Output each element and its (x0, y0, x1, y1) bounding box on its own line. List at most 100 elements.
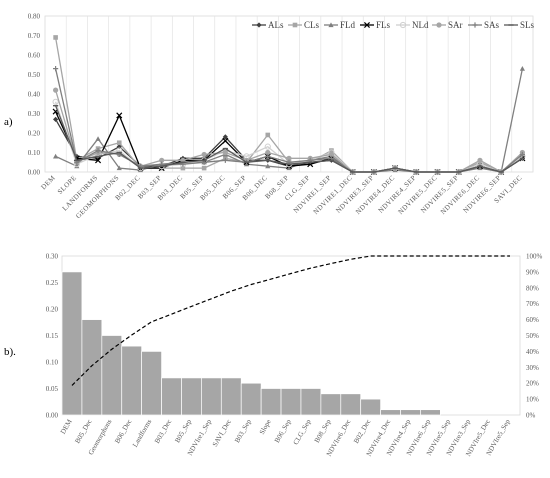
chart-a-data-point (265, 153, 271, 159)
chart-a-data-point (329, 148, 334, 153)
chart-a-data-point (52, 98, 59, 105)
chart-b-y-tick-label: 0.05 (46, 385, 59, 393)
chart-a-legend-label: CLs (304, 20, 320, 30)
chart-b-x-tick-label: SAVI_Dec (211, 418, 233, 448)
chart-a-y-tick-label: 0.20 (28, 130, 41, 138)
chart-a-data-point (159, 157, 165, 163)
chart-a-data-point (116, 140, 122, 146)
chart-b-y2-tick-label: 100% (526, 253, 543, 261)
chart-a-legend-label: ALs (268, 20, 284, 30)
chart-b-bar (340, 393, 362, 416)
chart-b-y-tick-label: 0.00 (46, 412, 59, 420)
chart-a-data-point (477, 157, 483, 163)
chart-b-x-tick-label: DEM (59, 417, 74, 435)
chart-a-data-point (222, 157, 228, 163)
panel-label-a: a) (4, 116, 13, 128)
chart-a-legend-label: SAs (484, 20, 500, 30)
chart-a-data-point (222, 134, 228, 140)
chart-b-bar (161, 377, 182, 416)
chart-b-y2-tick-label: 40% (526, 348, 539, 356)
chart-a-y-tick-label: 0.40 (28, 91, 41, 99)
chart-a-data-point (95, 136, 101, 141)
chart-a-data-point (201, 165, 207, 171)
chart-a-data-point (201, 151, 207, 158)
chart-b-bar (420, 409, 441, 416)
chart-a-legend-marker (256, 22, 262, 28)
chart-a-data-point (53, 66, 59, 72)
chart-a-data-point (328, 151, 335, 158)
chart-b-x-tick-label: CLG_Sep (292, 418, 313, 447)
chart-b-y2-tick-label: 0% (526, 412, 536, 420)
chart-a-data-point (116, 165, 122, 171)
chart-a-data-point (53, 35, 58, 40)
chart-a-data-point (95, 157, 102, 164)
chart-b-bar (400, 409, 421, 416)
chart-b-bar (360, 398, 381, 416)
chart-a-y-tick-label: 0.70 (28, 32, 41, 40)
chart-a-data-point (222, 137, 229, 144)
chart-a-data-point (286, 165, 292, 171)
chart-a-series-cls (53, 35, 525, 175)
chart-b-y2-tick-label: 60% (526, 316, 539, 324)
chart-b-pareto: 0.00 0.05 0.10 0.15 0.20 0.25 0.30 0% 10% 20% 30% 4… (46, 253, 543, 458)
chart-b-bar (101, 335, 123, 416)
chart-a-legend-marker (328, 22, 334, 28)
chart-a-data-point (95, 147, 101, 154)
chart-a-y-tick-label: 0.50 (28, 71, 41, 79)
chart-a-data-point (137, 167, 144, 173)
chart-a-legend-label: FLs (376, 20, 391, 30)
chart-b-y2-tick-label: 80% (526, 284, 539, 292)
chart-a-legend: ALs CLs FLd FLs NLd SAr SAs SLs (252, 20, 535, 30)
chart-a-line: 0.00 0.10 0.20 0.30 0.40 0.50 0.60 0.70 0.80 DEM S… (28, 13, 535, 221)
chart-b-x-tick-label: Slope (258, 418, 273, 436)
chart-b-bar (260, 388, 282, 416)
chart-a-y-tick-label: 0.80 (28, 13, 41, 21)
chart-b-bar (240, 382, 262, 416)
chart-b-cumulative-line (71, 255, 510, 386)
chart-a-legend-marker (292, 22, 298, 28)
chart-a-data-point (286, 155, 292, 161)
chart-b-y2-tick-label: 20% (526, 380, 539, 388)
chart-a-x-tick-label: DEM (40, 173, 58, 191)
chart-b-y2-tick-label: 10% (526, 396, 539, 404)
chart-b-y2-tick-label: 70% (526, 300, 539, 308)
chart-a-legend-label: SAr (448, 20, 463, 30)
chart-a-data-point (265, 149, 271, 156)
chart-b-x-tick-label: B05_Dec (73, 418, 93, 445)
chart-a-data-point (180, 165, 186, 171)
chart-a-legend-marker (472, 22, 478, 28)
chart-a-data-point (74, 163, 80, 169)
chart-b-x-tick-label: B06_Dec (113, 418, 133, 445)
chart-b-y-tick-label: 0.20 (46, 306, 59, 314)
chart-b-y-tick-label: 0.25 (46, 279, 59, 287)
chart-b-bar (81, 319, 103, 416)
chart-b-bar (300, 388, 322, 416)
chart-b-x-tick-label: B02_Dec (352, 418, 372, 445)
chart-b-x-tick-label: Landforms (131, 418, 153, 449)
chart-b-bar (280, 388, 302, 416)
chart-a-data-point (519, 66, 525, 71)
chart-a-data-point (53, 116, 59, 122)
chart-b-bar (320, 393, 342, 416)
chart-a-legend-marker (436, 22, 442, 28)
chart-b-bar (121, 345, 143, 416)
chart-b-x-tick-label: B05_Sep (173, 418, 193, 445)
chart-a-data-point (116, 112, 123, 119)
chart-a-legend-marker (363, 21, 371, 29)
chart-a-data-point (264, 143, 271, 150)
chart-a-legend-label: FLd (340, 20, 356, 30)
chart-a-data-point (519, 151, 525, 158)
chart-b-bar (380, 409, 401, 416)
panel-label-b: b). (4, 346, 16, 358)
chart-a-data-point (265, 132, 271, 138)
chart-b-y-tick-label: 0.10 (46, 359, 59, 367)
chart-b-bar (181, 377, 202, 416)
chart-b-y2-tick-label: 50% (526, 332, 539, 340)
chart-a-y-tick-label: 0.00 (28, 169, 41, 177)
chart-b-y-tick-label: 0.30 (46, 253, 59, 261)
chart-b-x-tick-label: B03_Sep (233, 418, 253, 445)
chart-b-y2-tick-label: 90% (526, 268, 539, 276)
chart-a-legend-label: SLs (520, 20, 535, 30)
chart-b-x-tick-label: B08_Sep (313, 418, 333, 445)
chart-a-y-tick-label: 0.30 (28, 110, 41, 118)
